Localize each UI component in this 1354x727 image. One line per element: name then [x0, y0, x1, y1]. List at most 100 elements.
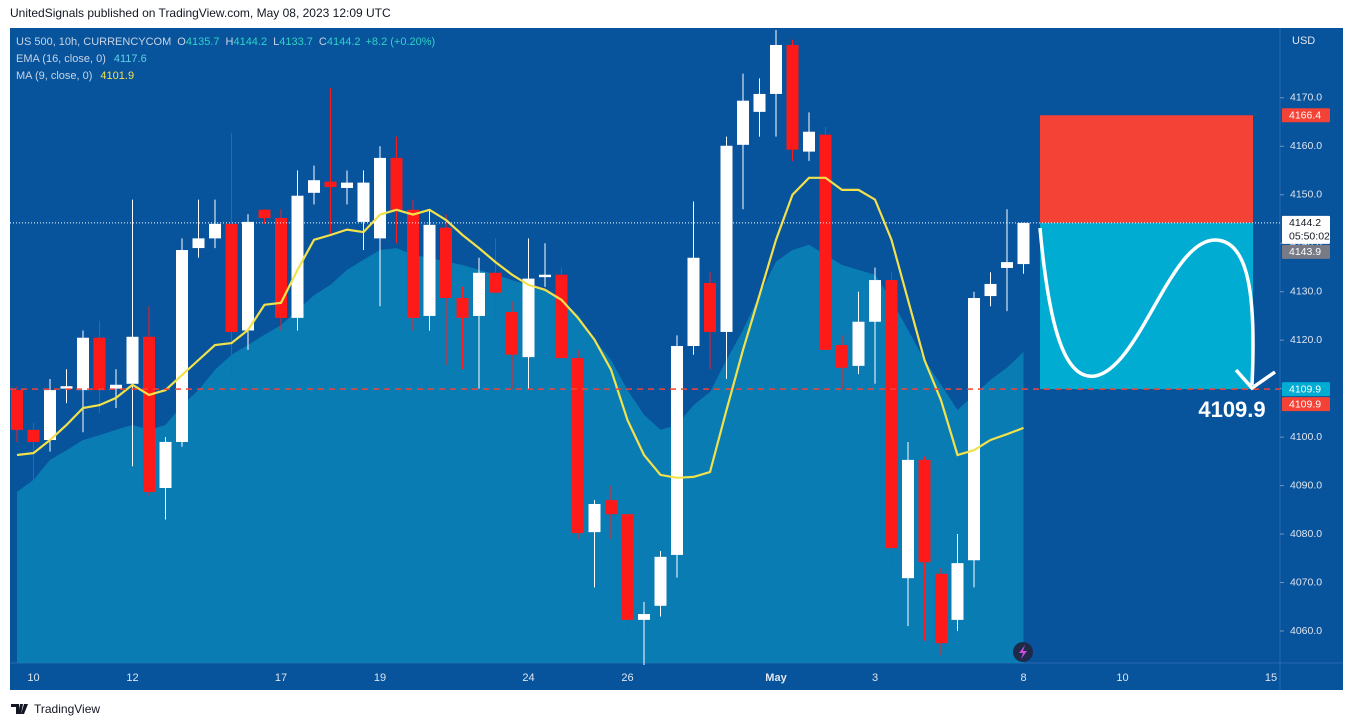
forecast-arrow: [1234, 368, 1276, 391]
ohlc-value: 4144.2: [327, 36, 361, 48]
y-tick-label: 4150.0: [1290, 189, 1322, 201]
ohlc-value: 4133.7: [279, 36, 313, 48]
candle-body: [225, 223, 238, 332]
price-label: 4166.4: [1289, 110, 1321, 122]
y-tick-label: 4170.0: [1290, 92, 1322, 104]
footer-brand: TradingView: [34, 702, 100, 716]
price-label-box: [1282, 397, 1330, 412]
candle-body: [324, 181, 337, 187]
candle-body: [258, 209, 271, 219]
candle-body: [308, 180, 320, 193]
x-tick-label: 26: [621, 672, 633, 684]
price-label-box: [1282, 108, 1330, 123]
target-zone: [1040, 222, 1253, 390]
candle-body: [984, 283, 997, 297]
price-label-box: [1282, 215, 1330, 244]
candle-body: [588, 504, 601, 533]
plot-area: [11, 29, 1030, 665]
candle-body: [60, 386, 73, 389]
price-label: 4144.2: [1289, 217, 1321, 229]
currency-label: USD: [1292, 35, 1315, 47]
ohlc-key: L: [273, 36, 279, 48]
candle-body: [110, 384, 122, 389]
candle-body: [473, 272, 485, 316]
x-tick-label: 3: [872, 672, 878, 684]
candle-body: [803, 131, 815, 152]
y-tick-label: 4120.0: [1290, 334, 1322, 346]
candle-body: [951, 563, 964, 620]
price-label: 4143.9: [1289, 246, 1321, 258]
indicator-name: MA (9, close, 0): [16, 70, 92, 82]
logo-mark: [11, 704, 28, 714]
indicator-legend: EMA (16, close, 0) 4117.6: [16, 53, 147, 65]
ema-area: [17, 244, 1024, 663]
y-tick-label: 4130.0: [1290, 285, 1322, 297]
tradingview-logo: TradingView: [11, 702, 100, 716]
candle-body: [720, 145, 733, 332]
candle-body: [770, 44, 782, 94]
candle-body: [539, 274, 551, 278]
change: +8.2 (+0.20%): [366, 36, 436, 48]
x-tick-label: 24: [522, 672, 534, 684]
candle-body: [159, 441, 172, 489]
x-tick-label: 19: [374, 672, 386, 684]
indicator-name: EMA (16, close, 0): [16, 53, 106, 65]
y-tick-label: 4160.0: [1290, 140, 1322, 152]
price-label-box: [1282, 382, 1330, 397]
candle-body: [572, 358, 584, 534]
y-tick-label: 4080.0: [1290, 528, 1322, 540]
candle-body: [852, 321, 865, 366]
candle-body: [489, 272, 502, 293]
candle-body: [885, 280, 898, 549]
ma-line: [16, 176, 1024, 479]
candle-body: [192, 238, 205, 249]
y-tick-label: 4100.0: [1290, 431, 1322, 443]
x-tick-label: 12: [126, 672, 138, 684]
candle-body: [407, 209, 419, 318]
indicator-value: 4117.6: [114, 53, 147, 65]
candle-body: [506, 312, 518, 355]
x-tick-label: 15: [1265, 672, 1277, 684]
candle-body: [291, 195, 304, 318]
ohlc-key: H: [226, 36, 234, 48]
candle-body: [1001, 262, 1013, 268]
x-tick-label: 10: [27, 672, 39, 684]
candle-body: [77, 337, 89, 391]
candle-body: [390, 157, 403, 210]
x-tick-label: 10: [1116, 672, 1128, 684]
candle-body: [522, 278, 535, 358]
candle-body: [605, 500, 617, 515]
candle-body: [786, 44, 799, 150]
candle-body: [1017, 222, 1030, 265]
candle-body: [242, 221, 254, 331]
ohlc-value: 4144.2: [233, 36, 267, 48]
candle-body: [555, 274, 568, 359]
candle-body: [918, 459, 931, 563]
target-annotation: 4109.9: [1198, 397, 1265, 422]
candle-body: [704, 282, 716, 332]
candle-body: [374, 157, 386, 239]
candle-body: [638, 614, 650, 620]
candle-body: [341, 182, 353, 188]
y-tick-label: 4090.0: [1290, 479, 1322, 491]
candle-body: [11, 390, 23, 430]
candle-body: [621, 514, 634, 620]
candle-body: [671, 345, 683, 555]
forecast-curve: [1038, 227, 1255, 386]
candle-body: [902, 459, 914, 579]
candle-body: [753, 93, 766, 112]
price-label: 4109.9: [1289, 398, 1321, 410]
candle-body: [44, 390, 56, 441]
candle-body: [456, 297, 469, 318]
countdown-label: 05:50:02: [1289, 231, 1330, 243]
indicator-legend: MA (9, close, 0) 4101.9: [16, 70, 134, 82]
candle-body: [440, 227, 452, 298]
candle-body: [357, 182, 370, 222]
candle-body: [968, 297, 980, 561]
candle-body: [126, 336, 139, 384]
candle-body: [93, 337, 106, 391]
x-tick-label: 8: [1020, 672, 1026, 684]
candle-body: [935, 573, 947, 644]
indicator-value: 4101.9: [100, 70, 134, 82]
